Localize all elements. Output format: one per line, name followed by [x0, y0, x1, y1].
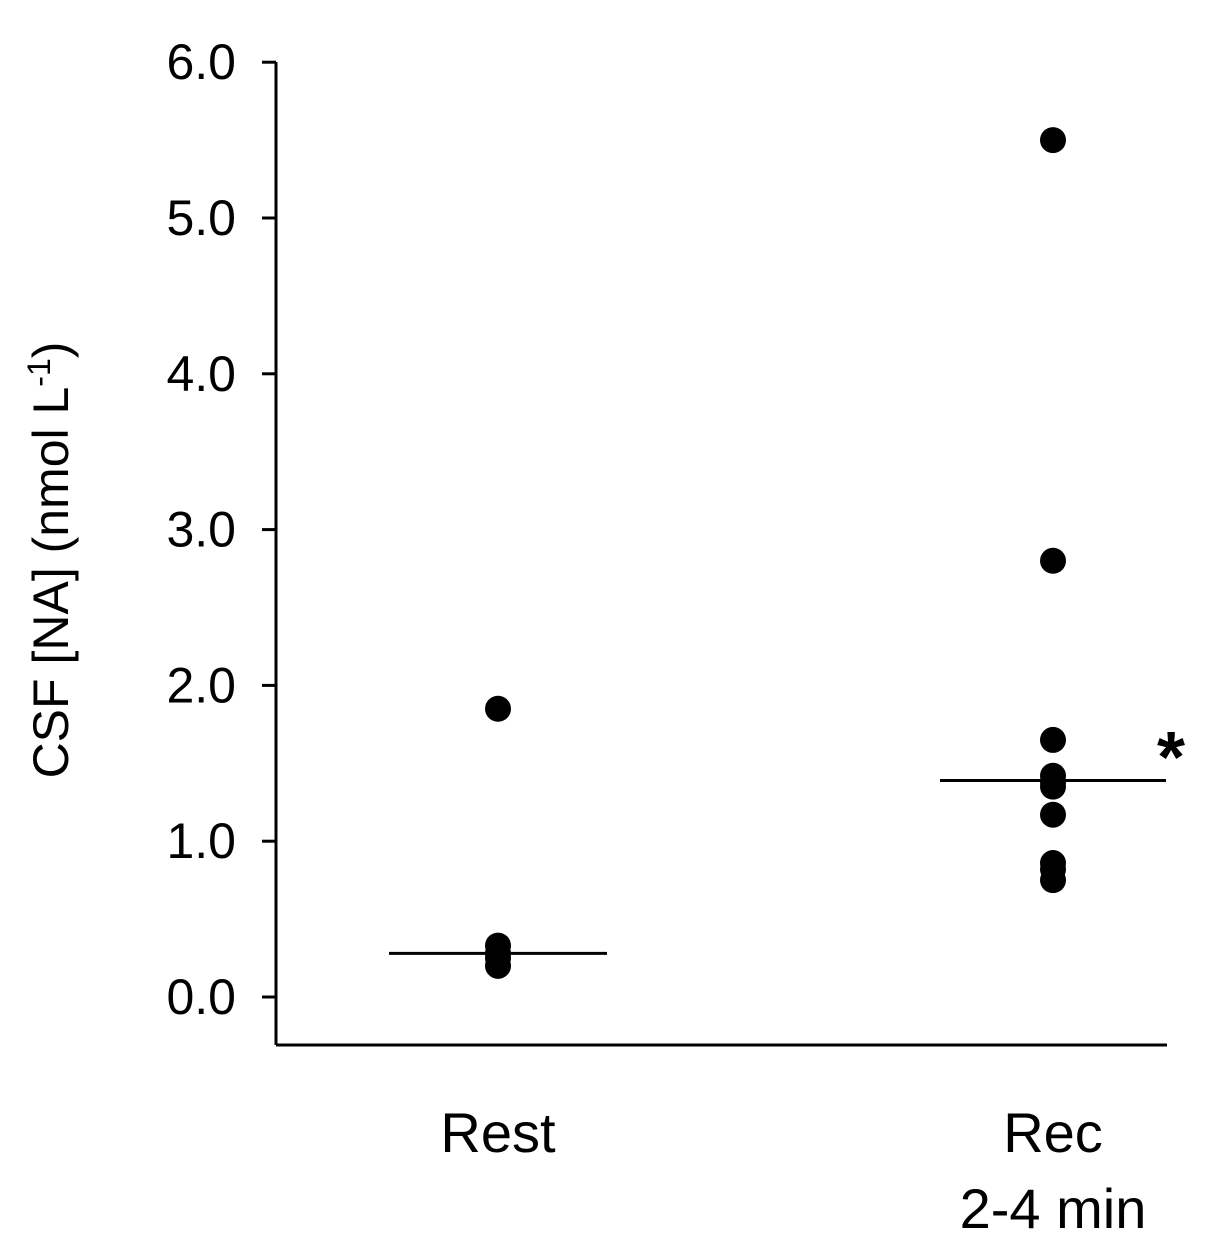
y-axis-label: CSF [NA] (nmol L-1): [21, 342, 79, 779]
annotations: *: [1157, 718, 1185, 798]
significance-asterisk: *: [1157, 718, 1185, 798]
data-point: [1040, 773, 1066, 800]
y-tick-label: 1.0: [166, 813, 236, 869]
y-axis: 0.0 1.0 2.0 3.0 4.0 5.0 6.0: [166, 34, 278, 1045]
data-point: [485, 952, 511, 979]
data-point: [1040, 547, 1066, 574]
data-point: [1040, 726, 1066, 753]
y-tick-label: 2.0: [166, 657, 236, 713]
category-labels: Rest Rec 2-4 min: [440, 1101, 1146, 1240]
y-tick-label: 3.0: [166, 502, 236, 558]
y-axis-label-suffix: ): [23, 342, 79, 359]
data-points: [485, 127, 1066, 979]
y-axis-label-superscript: -1: [21, 358, 57, 386]
data-point: [1040, 127, 1066, 154]
x-category-label: 2-4 min: [960, 1177, 1147, 1240]
y-tick-label: 4.0: [166, 346, 236, 402]
y-tick-label: 0.0: [166, 969, 236, 1025]
y-tick-label: 6.0: [166, 34, 236, 90]
x-category-label: Rec: [1003, 1101, 1103, 1164]
y-axis-label-main: CSF [NA] (nmol L: [23, 387, 79, 779]
y-tick-label: 5.0: [166, 190, 236, 246]
x-category-label: Rest: [440, 1101, 556, 1164]
data-point: [1040, 801, 1066, 828]
data-point: [485, 695, 511, 722]
data-point: [1040, 867, 1066, 894]
